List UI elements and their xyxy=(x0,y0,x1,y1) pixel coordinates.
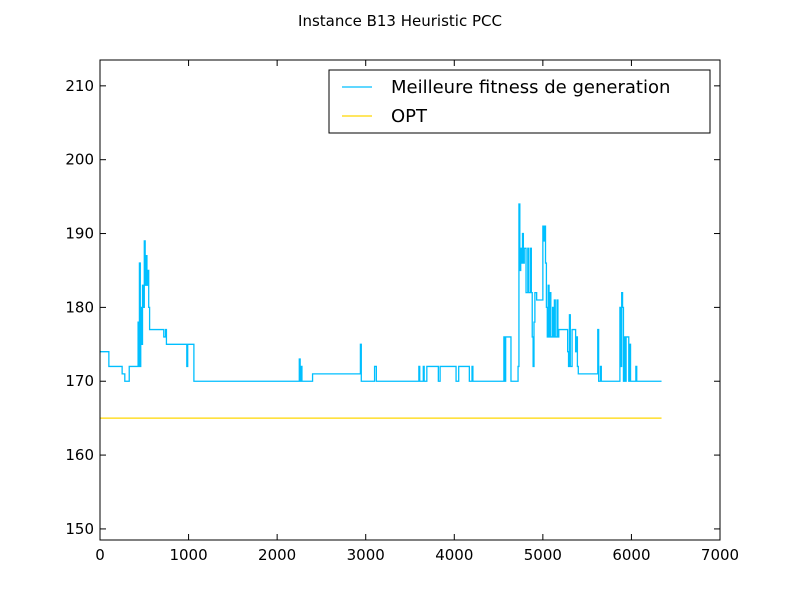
y-tick-label: 160 xyxy=(65,446,94,464)
y-axis: 150 160 170 180 190 200 210 xyxy=(65,77,720,538)
y-tick-label: 180 xyxy=(65,298,94,316)
x-tick-label: 2000 xyxy=(258,546,296,564)
legend-box xyxy=(328,69,711,134)
y-tick-label: 200 xyxy=(65,151,94,169)
x-tick-label: 5000 xyxy=(524,546,562,564)
plot-frame xyxy=(99,59,721,541)
series-group xyxy=(100,203,662,419)
y-tick-label: 170 xyxy=(65,372,94,390)
y-tick-label: 210 xyxy=(65,77,94,95)
x-tick-label: 7000 xyxy=(701,546,739,564)
legend: Meilleure fitness de generation OPT xyxy=(328,69,711,134)
series-line-0 xyxy=(100,203,662,382)
x-axis: 0 1000 2000 3000 4000 5000 6000 7000 xyxy=(95,60,739,564)
y-tick-label: 150 xyxy=(65,520,94,538)
x-tick-label: 1000 xyxy=(169,546,207,564)
x-tick-label: 0 xyxy=(95,546,105,564)
legend-label-1: OPT xyxy=(391,106,428,127)
legend-label-0: Meilleure fitness de generation xyxy=(391,77,670,98)
x-tick-label: 3000 xyxy=(347,546,385,564)
y-tick-label: 190 xyxy=(65,225,94,243)
x-tick-label: 4000 xyxy=(435,546,473,564)
x-tick-label: 6000 xyxy=(612,546,650,564)
chart-title: Instance B13 Heuristic PCC xyxy=(298,12,502,30)
